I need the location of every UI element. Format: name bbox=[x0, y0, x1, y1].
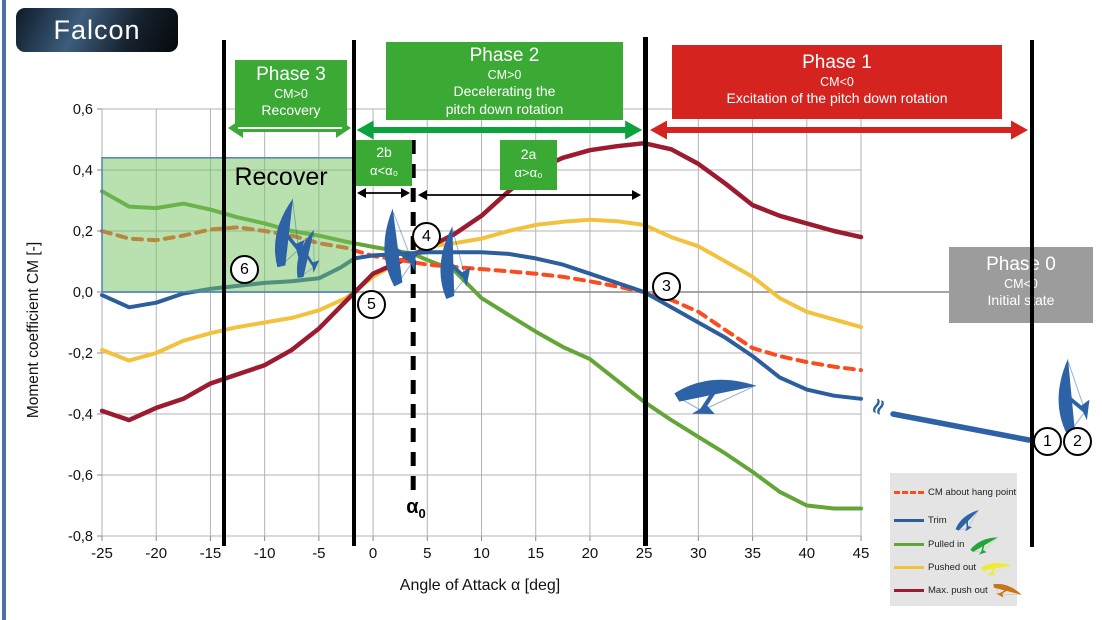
x-tick-label: 30 bbox=[690, 545, 707, 562]
phase2-desc-line1: Decelerating the bbox=[453, 83, 556, 100]
pushed-out-curve bbox=[100, 217, 863, 363]
phase2-range-arrow bbox=[356, 120, 643, 140]
legend-glider-icon bbox=[990, 579, 1023, 601]
legend-item-trim: Trim bbox=[894, 509, 984, 531]
legend-label: Max. push out bbox=[928, 584, 988, 596]
trim-extension-line bbox=[890, 411, 1032, 443]
x-tick-label: 0 bbox=[369, 545, 377, 562]
legend-label: Pushed out bbox=[928, 561, 977, 573]
hang-glider-icon bbox=[671, 367, 757, 427]
x-axis-title: Angle of Attack α [deg] bbox=[400, 577, 560, 594]
marker-2: 2 bbox=[1063, 427, 1092, 456]
max-push-out-curve bbox=[99, 140, 864, 423]
x-tick-label: 45 bbox=[853, 545, 870, 562]
legend-line-sample bbox=[894, 490, 924, 494]
phase0-desc: Initial state bbox=[987, 292, 1055, 309]
legend-line-sample bbox=[894, 518, 924, 522]
legend-item-pushed-out: Pushed out bbox=[894, 556, 1013, 578]
x-tick-label: 25 bbox=[636, 545, 653, 562]
marker-5: 5 bbox=[357, 290, 386, 319]
y-axis-title: Moment coefficient CM [-] bbox=[25, 242, 42, 418]
legend-label: Trim bbox=[928, 514, 947, 526]
legend-label: Pulled in bbox=[928, 538, 965, 550]
phase2-desc-line2: pitch down rotation bbox=[445, 100, 564, 117]
phase1-title: Phase 1 bbox=[802, 52, 872, 73]
legend-line-sample bbox=[894, 588, 924, 592]
slide-left-border bbox=[2, 0, 6, 620]
falcon-logo: Falcon bbox=[16, 8, 178, 52]
y-tick-label: 0,4 bbox=[73, 163, 93, 179]
phase2a-condition: α>α₀ bbox=[514, 165, 543, 181]
phase2a-label: 2a bbox=[520, 146, 537, 162]
legend-item-cm-about-hang-point: CM about hang point bbox=[894, 481, 1016, 503]
y-tick-label: 0,2 bbox=[73, 224, 93, 240]
x-tick-label: 35 bbox=[744, 545, 761, 562]
marker-1: 1 bbox=[1033, 427, 1062, 456]
phase3-title: Phase 3 bbox=[256, 64, 326, 85]
phase2-cm: CM>0 bbox=[487, 67, 522, 82]
x-tick-label: -15 bbox=[200, 545, 222, 562]
legend-glider-icon bbox=[979, 557, 1012, 578]
marker-3: 3 bbox=[652, 272, 681, 301]
phase2-title: Phase 2 bbox=[469, 45, 540, 66]
axis-break-symbol: ≈ bbox=[863, 393, 893, 419]
phase3-box: Phase 3 CM>0 Recovery bbox=[235, 60, 347, 126]
phase1-desc: Excitation of the pitch down rotation bbox=[726, 90, 948, 107]
x-tick-label: 15 bbox=[527, 545, 544, 562]
phase2b-label: 2b bbox=[376, 144, 392, 160]
phase-line-1-2 bbox=[643, 37, 648, 546]
chart-legend: CM about hang point Trim Pulled in Pushed o… bbox=[890, 473, 1023, 606]
phase-line-recovery-end bbox=[222, 40, 226, 546]
alpha0-label: α0 bbox=[406, 496, 426, 521]
recover-region bbox=[101, 157, 356, 293]
x-tick-label: -10 bbox=[254, 545, 276, 562]
x-tick-label: -20 bbox=[145, 545, 167, 562]
phase0-cm: CM<0 bbox=[1004, 276, 1038, 291]
phase0-box: Phase 0 CM<0 Initial state bbox=[949, 247, 1093, 323]
marker-6: 6 bbox=[230, 255, 259, 284]
phase-line-initial bbox=[1030, 40, 1034, 547]
legend-glider-icon bbox=[969, 536, 1001, 555]
phase2b-condition: α<α₀ bbox=[369, 163, 399, 179]
phase3-cm: CM>0 bbox=[274, 86, 308, 101]
x-tick-label: 10 bbox=[473, 545, 490, 562]
phase2a-range-arrow bbox=[418, 190, 641, 200]
phase-line-2-3 bbox=[352, 40, 356, 546]
phase2b-box: 2b α<α₀ bbox=[356, 140, 412, 186]
x-tick-label: 40 bbox=[798, 545, 815, 562]
legend-glider-icon bbox=[950, 509, 984, 531]
phase1-cm: CM<0 bbox=[820, 74, 854, 89]
y-tick-label: -0,8 bbox=[68, 529, 93, 545]
y-tick-label: -0,6 bbox=[68, 468, 93, 484]
legend-line-sample bbox=[894, 565, 924, 569]
legend-item-pulled-in: Pulled in bbox=[894, 533, 1001, 555]
phase1-box: Phase 1 CM<0 Excitation of the pitch dow… bbox=[672, 45, 1002, 119]
x-tick-label: -5 bbox=[312, 545, 325, 562]
legend-label: CM about hang point bbox=[928, 486, 1017, 498]
y-tick-label: 0,6 bbox=[73, 102, 93, 118]
phase2b-range-arrow bbox=[357, 188, 410, 198]
marker-4: 4 bbox=[412, 222, 441, 251]
y-tick-label: 0,0 bbox=[73, 285, 93, 301]
phase2-box: Phase 2 CM>0 Decelerating the pitch down… bbox=[386, 42, 623, 120]
phase1-range-arrow bbox=[650, 120, 1028, 140]
legend-item-max-push-out: Max. push out bbox=[894, 579, 1025, 601]
x-tick-label: 20 bbox=[582, 545, 599, 562]
legend-line-sample bbox=[894, 542, 924, 546]
x-tick-label: 5 bbox=[423, 545, 431, 562]
phase2a-box: 2a α>α₀ bbox=[500, 140, 557, 190]
x-tick-label: -25 bbox=[91, 545, 113, 562]
phase3-desc: Recovery bbox=[261, 102, 321, 119]
y-tick-label: -0,4 bbox=[68, 407, 93, 423]
logo-text: Falcon bbox=[53, 14, 141, 45]
y-tick-label: -0,2 bbox=[68, 346, 93, 362]
recover-region-label: Recover bbox=[234, 163, 328, 191]
phase0-title: Phase 0 bbox=[986, 254, 1056, 275]
